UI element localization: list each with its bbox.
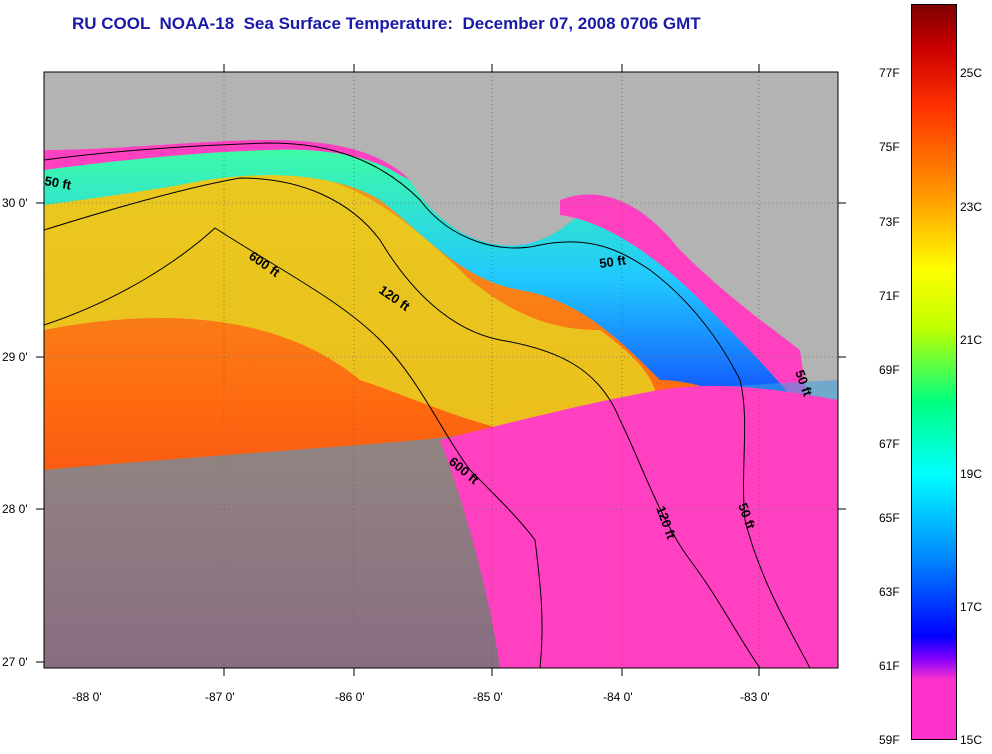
shelf-water [44, 173, 660, 440]
temperature-colorbar [911, 4, 957, 740]
longitude-label: -86 0' [335, 690, 365, 704]
longitude-label: -88 0' [72, 690, 102, 704]
longitude-label: -85 0' [473, 690, 503, 704]
latitude-label: 30 0' [2, 196, 28, 210]
colorbar-label-c: 21C [960, 333, 983, 347]
colorbar-label-f: 75F [879, 140, 900, 154]
contour-600ft [44, 227, 543, 668]
big-bend-cold-water [560, 194, 810, 420]
east-cold-region [440, 385, 838, 668]
colorbar-label-f: 61F [879, 659, 900, 673]
longitude-label: -83 0' [740, 690, 770, 704]
map-frame [43, 71, 839, 669]
colorbar-label-c: 23C [960, 200, 983, 214]
colorbar-label-f: 73F [879, 215, 900, 229]
colorbar-label-f: 59F [879, 733, 900, 747]
colorbar-label-f: 63F [879, 585, 900, 599]
graticule [44, 72, 838, 668]
colorbar-label-c: 25C [960, 66, 983, 80]
colorbar-label-c: 15C [960, 733, 983, 747]
contour-label: 50 ft [598, 252, 627, 271]
colorbar-label-c: 19C [960, 467, 983, 481]
contour-50ft [44, 142, 811, 668]
longitude-label: -84 0' [603, 690, 633, 704]
colorbar-label-f: 71F [879, 289, 900, 303]
contour-120ft [44, 177, 761, 668]
latitude-label: 28 0' [2, 502, 28, 516]
contour-label: 50 ft [43, 173, 73, 193]
colorbar-label-f: 67F [879, 437, 900, 451]
axis-ticks [36, 64, 846, 676]
latitude-label: 29 0' [2, 350, 28, 364]
colorbar-label-f: 69F [879, 363, 900, 377]
longitude-label: -87 0' [205, 690, 235, 704]
latitude-label: 27 0' [2, 655, 28, 669]
colorbar-label-f: 65F [879, 511, 900, 525]
colorbar-label-c: 17C [960, 600, 983, 614]
map-title: RU COOL NOAA-18 Sea Surface Temperature:… [72, 14, 701, 33]
colorbar-label-f: 77F [879, 66, 900, 80]
